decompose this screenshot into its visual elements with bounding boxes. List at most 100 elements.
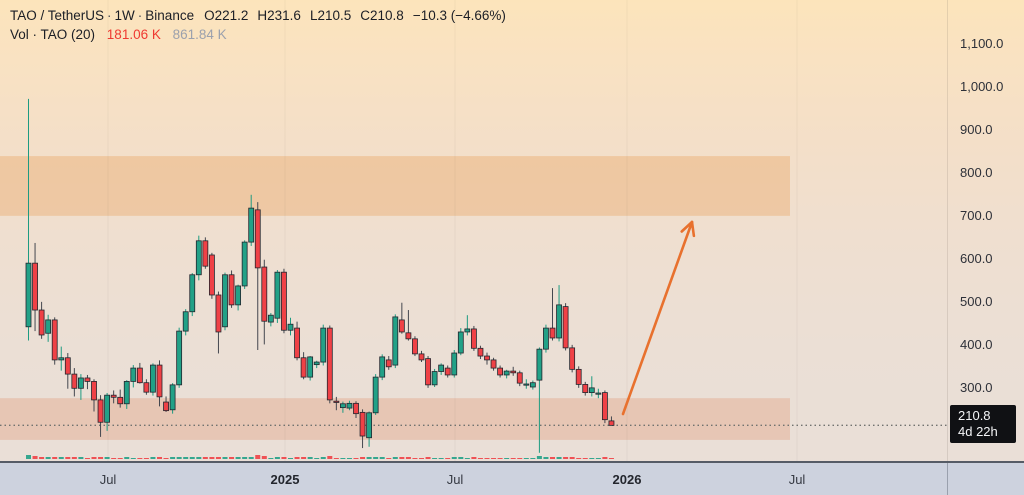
supply-zone [0, 156, 790, 216]
volume-bar [445, 458, 451, 459]
candle-body [398, 319, 405, 333]
candle-body [254, 209, 261, 269]
candle-body [267, 314, 274, 323]
volume-bar [602, 457, 608, 459]
candle-body [602, 392, 608, 421]
candle-body [451, 352, 458, 376]
candle-body [431, 371, 438, 386]
volume-bar [438, 458, 444, 459]
projection-arrow[interactable] [621, 220, 696, 416]
candle-body [45, 319, 52, 334]
candle-body [412, 338, 418, 355]
time-month-label: Jul [788, 472, 806, 487]
volume-bar [419, 458, 424, 459]
volume-bar [45, 457, 51, 459]
volume-bar [26, 455, 31, 459]
candle-body [516, 372, 523, 384]
change-value: −10.3 (−4.66%) [412, 8, 506, 23]
volume-bar [98, 457, 104, 459]
volume-bar [242, 457, 248, 459]
volume-value: 181.06 K [106, 27, 161, 42]
volume-bar [91, 457, 97, 459]
volume-bar [582, 458, 588, 459]
candle-body [287, 323, 294, 331]
volume-bar [301, 457, 307, 459]
candle-body [543, 327, 549, 350]
candle-body [228, 274, 235, 306]
candle-body [313, 361, 320, 366]
volume-bar [556, 457, 562, 459]
volume-bar [530, 458, 536, 459]
candle-body [490, 359, 497, 369]
last-price-badge: 210.8 4d 22h [950, 405, 1016, 444]
volume-bar [307, 457, 313, 459]
candle-body [110, 394, 117, 398]
price-tick-label: 700.0 [960, 207, 993, 223]
candle-body [438, 364, 445, 372]
volume-bar [71, 457, 77, 459]
volume-bar [39, 457, 45, 459]
volume-bar [183, 457, 189, 459]
candle-body [156, 364, 163, 398]
volume-bar [333, 458, 339, 459]
price-tick-label: 500.0 [960, 293, 993, 309]
candle-body [497, 367, 504, 376]
candle-body [195, 240, 202, 276]
candle-body [405, 332, 412, 340]
candle-body [58, 357, 65, 361]
price-axis[interactable]: 1,100.0 1,000.0 900.0 800.0 700.0 600.0 500.0 4… [947, 0, 1024, 461]
candle-body [235, 285, 242, 306]
candle-body [274, 271, 281, 319]
candle-body [38, 309, 45, 336]
candle-body [569, 347, 576, 370]
volume-bar [78, 457, 84, 459]
candle-body [575, 368, 582, 385]
volume-bar [111, 458, 117, 459]
candle-body [457, 331, 464, 354]
candle-body [595, 392, 602, 395]
time-axis[interactable]: Jul 2025 Jul 2026 Jul [0, 461, 1024, 495]
bar-countdown: 4d 22h [958, 424, 998, 440]
volume-bar [353, 458, 359, 459]
candle-body [64, 357, 71, 375]
candle-body [484, 355, 490, 361]
candle-body [588, 387, 595, 393]
candlestick-series [25, 98, 615, 453]
volume-bar [451, 457, 457, 459]
ohlc-values: O221.2 H231.6 L210.5 C210.8 −10.3 (−4.66%) [204, 8, 506, 23]
volume-row: Vol · TAO (20) 181.06 K 861.84 K [10, 25, 506, 44]
volume-bar [346, 458, 352, 459]
candle-body [51, 319, 58, 361]
price-tick-label: 1,100.0 [960, 35, 1004, 51]
volume-bar [222, 457, 228, 459]
volume-bar [176, 457, 182, 459]
candle-body [32, 262, 38, 311]
candle-body [123, 381, 130, 405]
volume-bar [517, 458, 523, 459]
volume-bar [379, 457, 385, 459]
volume-bar [386, 458, 392, 459]
volume-bar [202, 457, 208, 459]
volume-bar [497, 458, 503, 459]
demand-zone [0, 398, 790, 440]
volume-bar [150, 457, 156, 459]
volume-bar [130, 458, 136, 459]
volume-bar [268, 458, 274, 459]
volume-bar [65, 457, 71, 459]
candle-body [84, 377, 91, 382]
candle-body [182, 311, 189, 332]
candle-body [582, 384, 589, 393]
volume-bar [510, 458, 516, 459]
candle-body [143, 382, 150, 393]
volume-bar [484, 458, 490, 459]
candle-body [359, 411, 366, 437]
candle-body [215, 294, 222, 333]
volume-bar [58, 457, 64, 459]
volume-bar [405, 457, 411, 459]
volume-bar [84, 458, 90, 459]
volume-bar [569, 457, 575, 459]
volume-bar [124, 457, 130, 459]
candle-body [248, 207, 255, 243]
